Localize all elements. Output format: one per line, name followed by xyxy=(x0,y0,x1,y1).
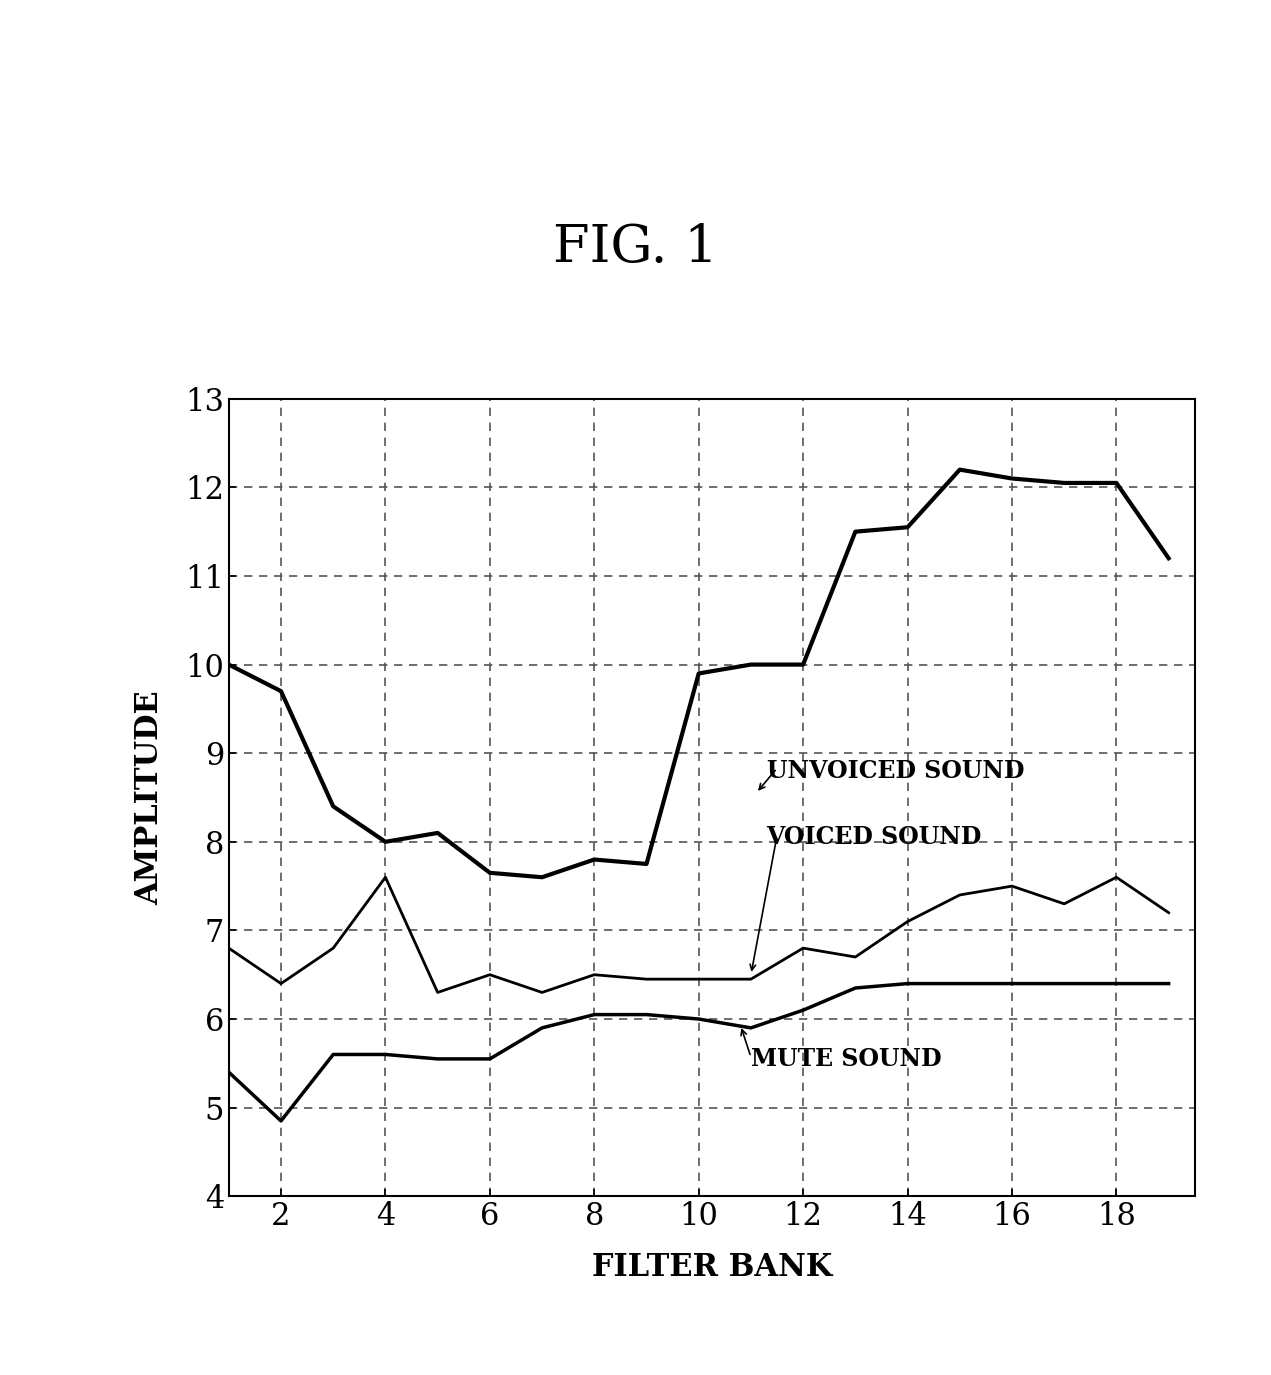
Text: UNVOICED SOUND: UNVOICED SOUND xyxy=(766,759,1024,782)
Y-axis label: AMPLITUDE: AMPLITUDE xyxy=(135,690,165,905)
X-axis label: FILTER BANK: FILTER BANK xyxy=(591,1251,833,1283)
Text: FIG. 1: FIG. 1 xyxy=(553,221,718,274)
Text: MUTE SOUND: MUTE SOUND xyxy=(751,1046,942,1071)
Text: VOICED SOUND: VOICED SOUND xyxy=(766,825,982,850)
